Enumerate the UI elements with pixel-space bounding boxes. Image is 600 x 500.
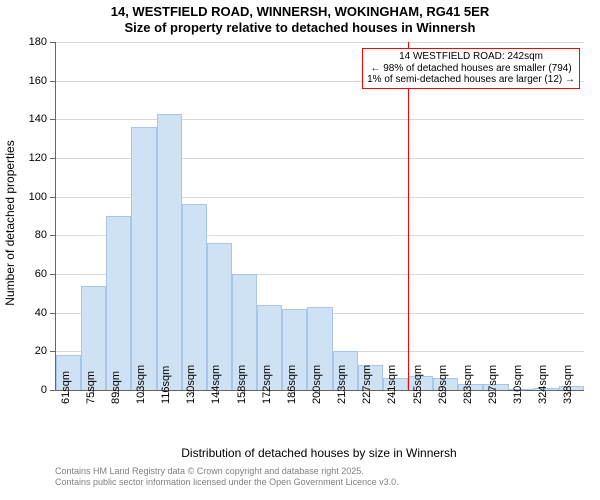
grid-line bbox=[56, 42, 584, 43]
annotation-line: ← 98% of detached houses are smaller (79… bbox=[367, 63, 575, 75]
copyright-line: Contains public sector information licen… bbox=[55, 477, 399, 488]
histogram-bar bbox=[106, 216, 131, 390]
annotation-box: 14 WESTFIELD ROAD: 242sqm← 98% of detach… bbox=[362, 48, 580, 89]
histogram-bar bbox=[182, 204, 207, 390]
annotation-line: 14 WESTFIELD ROAD: 242sqm bbox=[367, 51, 575, 63]
y-tick-label: 120 bbox=[0, 152, 47, 164]
histogram-bar bbox=[131, 127, 156, 390]
y-tick-label: 0 bbox=[0, 384, 47, 396]
copyright-line: Contains HM Land Registry data © Crown c… bbox=[55, 466, 399, 477]
copyright-text: Contains HM Land Registry data © Crown c… bbox=[55, 466, 399, 488]
grid-line bbox=[56, 119, 584, 120]
y-tick-label: 180 bbox=[0, 36, 47, 48]
plot-area: 14 WESTFIELD ROAD: 242sqm← 98% of detach… bbox=[55, 42, 584, 391]
chart-container: 14, WESTFIELD ROAD, WINNERSH, WOKINGHAM,… bbox=[0, 0, 600, 500]
y-tick-label: 20 bbox=[0, 345, 47, 357]
chart-title-line: 14, WESTFIELD ROAD, WINNERSH, WOKINGHAM,… bbox=[0, 4, 600, 20]
y-tick-label: 160 bbox=[0, 75, 47, 87]
y-tick-label: 140 bbox=[0, 113, 47, 125]
chart-title-line: Size of property relative to detached ho… bbox=[0, 20, 600, 36]
histogram-bar bbox=[157, 114, 182, 390]
y-tick-label: 80 bbox=[0, 229, 47, 241]
y-tick-label: 60 bbox=[0, 268, 47, 280]
x-axis-label: Distribution of detached houses by size … bbox=[55, 446, 583, 460]
annotation-line: 1% of semi-detached houses are larger (1… bbox=[367, 74, 575, 86]
y-tick-label: 100 bbox=[0, 191, 47, 203]
reference-line bbox=[408, 42, 409, 390]
chart-titles: 14, WESTFIELD ROAD, WINNERSH, WOKINGHAM,… bbox=[0, 4, 600, 35]
y-tick-label: 40 bbox=[0, 307, 47, 319]
